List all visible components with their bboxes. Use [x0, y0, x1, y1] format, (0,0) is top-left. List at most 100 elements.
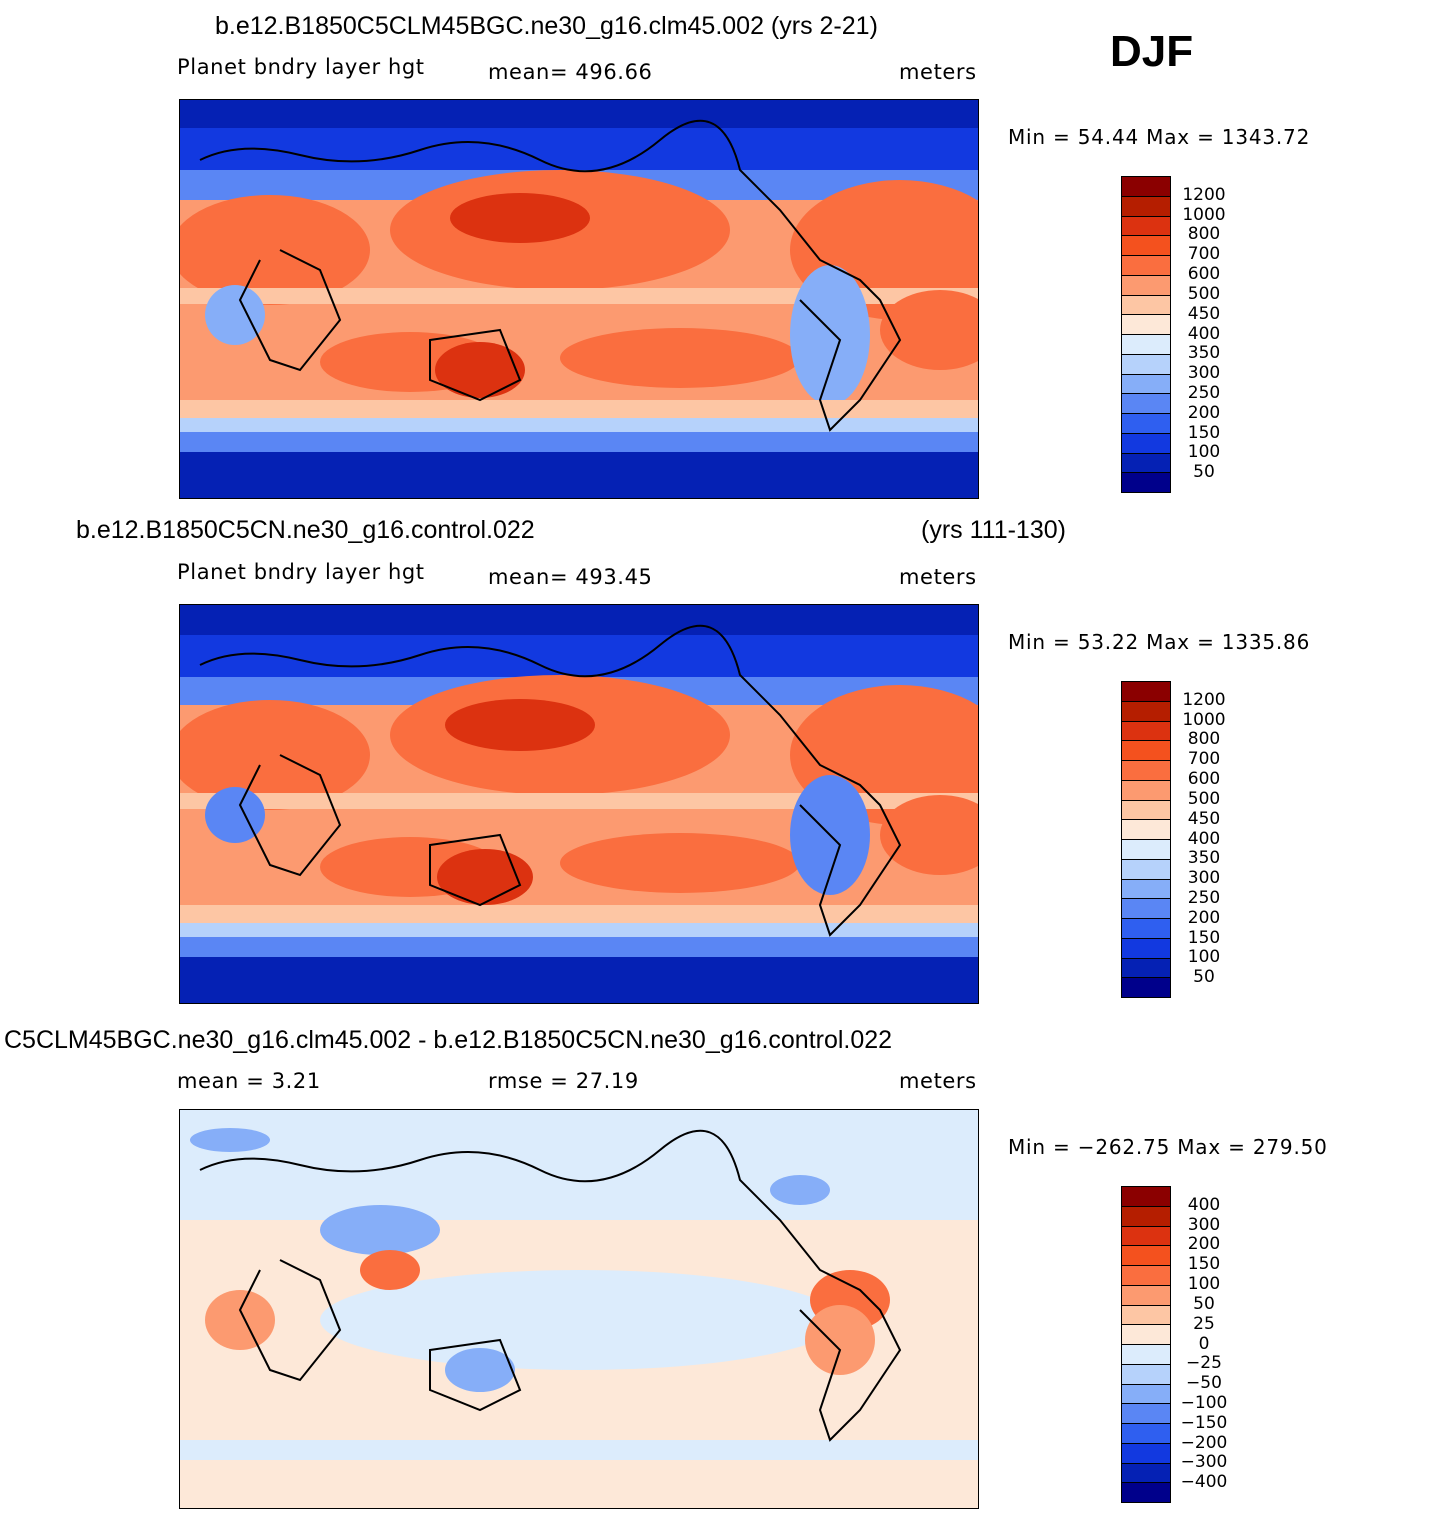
- colorbar-tick-label: −200: [1180, 1432, 1228, 1453]
- colorbar-tick-label: 350: [1187, 848, 1221, 869]
- panel-2-units-label: meters: [899, 565, 977, 589]
- panel-1-mean-label: mean= 496.66: [488, 60, 653, 84]
- colorbar-tick-label: 25: [1193, 1313, 1215, 1334]
- colorbar-tick-label: 500: [1187, 283, 1221, 304]
- colorbar-tick-label: 1200: [1182, 689, 1226, 710]
- colorbar-swatch: [1122, 879, 1170, 900]
- colorbar-swatch: [1122, 1404, 1170, 1424]
- colorbar-tick-label: 450: [1187, 808, 1221, 829]
- colorbar-swatch: [1122, 721, 1170, 742]
- colorbar-tick-label: 100: [1187, 947, 1221, 968]
- colorbar-swatch: [1122, 1424, 1170, 1444]
- colorbar-tick-label: −400: [1180, 1472, 1228, 1493]
- panel-3-mean-label: mean = 3.21: [177, 1069, 321, 1093]
- colorbar-swatch: [1122, 295, 1170, 316]
- colorbar-tick-label: 300: [1187, 363, 1221, 384]
- colorbar-swatch: [1122, 682, 1170, 702]
- colorbar-tick-label: 50: [1193, 462, 1215, 483]
- colorbar-tick-label: 450: [1187, 303, 1221, 324]
- colorbar-tick-label: 800: [1187, 224, 1221, 245]
- panel-2-colorbar: [1121, 681, 1171, 998]
- panel-1-map: [179, 99, 979, 499]
- colorbar-swatch: [1122, 1246, 1170, 1266]
- colorbar-tick-label: 100: [1187, 442, 1221, 463]
- colorbar-swatch: [1122, 1266, 1170, 1286]
- panel-1-colorbar: [1121, 176, 1171, 493]
- panel-3-title: C5CLM45BGC.ne30_g16.clm45.002 - b.e12.B1…: [4, 1026, 893, 1054]
- colorbar-tick-label: 600: [1187, 769, 1221, 790]
- colorbar-swatch: [1122, 958, 1170, 979]
- colorbar-swatch: [1122, 1463, 1170, 1484]
- colorbar-tick-label: −150: [1180, 1412, 1228, 1433]
- colorbar-tick-label: 50: [1193, 1293, 1215, 1314]
- colorbar-tick-label: 50: [1193, 967, 1215, 988]
- colorbar-tick-label: 300: [1187, 1214, 1221, 1235]
- colorbar-tick-label: 100: [1187, 1274, 1221, 1295]
- colorbar-swatch: [1122, 1285, 1170, 1306]
- colorbar-tick-label: −25: [1186, 1353, 1222, 1374]
- panel-1-minmax: Min = 54.44 Max = 1343.72: [1008, 125, 1311, 149]
- panel-2-map-field: [180, 605, 978, 1003]
- colorbar-swatch: [1122, 354, 1170, 375]
- colorbar-swatch: [1122, 859, 1170, 880]
- colorbar-tick-label: 400: [1187, 828, 1221, 849]
- colorbar-tick-label: 150: [1187, 1254, 1221, 1275]
- colorbar-tick-label: 400: [1187, 1194, 1221, 1215]
- colorbar-swatch: [1122, 256, 1170, 276]
- season-label: DJF: [1110, 27, 1194, 76]
- panel-3-minmax: Min = −262.75 Max = 279.50: [1008, 1135, 1328, 1159]
- colorbar-tick-label: 250: [1187, 382, 1221, 403]
- colorbar-swatch: [1122, 899, 1170, 919]
- colorbar-swatch: [1122, 761, 1170, 781]
- colorbar-swatch: [1122, 1345, 1170, 1365]
- colorbar-swatch: [1122, 196, 1170, 217]
- colorbar-swatch: [1122, 1305, 1170, 1326]
- colorbar-tick-label: 600: [1187, 264, 1221, 285]
- colorbar-tick-label: −100: [1180, 1392, 1228, 1413]
- panel-1-title: b.e12.B1850C5CLM45BGC.ne30_g16.clm45.002…: [215, 12, 878, 40]
- panel-3-rmse-label: rmse = 27.19: [488, 1069, 639, 1093]
- colorbar-swatch: [1122, 919, 1170, 939]
- colorbar-tick-label: 400: [1187, 323, 1221, 344]
- colorbar-tick-label: 700: [1187, 244, 1221, 265]
- colorbar-tick-label: 250: [1187, 887, 1221, 908]
- colorbar-swatch: [1122, 275, 1170, 296]
- panel-1-units-label: meters: [899, 60, 977, 84]
- panel-3-map-field: [180, 1110, 978, 1508]
- panel-1-map-field: [180, 100, 978, 498]
- colorbar-swatch: [1122, 978, 1170, 997]
- colorbar-tick-label: 200: [1187, 907, 1221, 928]
- colorbar-tick-label: 200: [1187, 402, 1221, 423]
- panel-2-map: [179, 604, 979, 1004]
- colorbar-swatch: [1122, 938, 1170, 959]
- colorbar-tick-label: 1000: [1182, 709, 1226, 730]
- colorbar-swatch: [1122, 177, 1170, 197]
- colorbar-swatch: [1122, 1226, 1170, 1247]
- colorbar-swatch: [1122, 800, 1170, 821]
- colorbar-swatch: [1122, 453, 1170, 474]
- colorbar-swatch: [1122, 840, 1170, 860]
- colorbar-swatch: [1122, 414, 1170, 434]
- colorbar-swatch: [1122, 1384, 1170, 1405]
- colorbar-swatch: [1122, 1364, 1170, 1385]
- panel-2-mean-label: mean= 493.45: [488, 565, 653, 589]
- colorbar-tick-label: 500: [1187, 788, 1221, 809]
- colorbar-tick-label: 1000: [1182, 204, 1226, 225]
- colorbar-tick-label: −300: [1180, 1452, 1228, 1473]
- colorbar-tick-label: 800: [1187, 729, 1221, 750]
- colorbar-swatch: [1122, 335, 1170, 355]
- colorbar-swatch: [1122, 1443, 1170, 1464]
- panel-3-map: [179, 1109, 979, 1509]
- panel-3-colorbar: [1121, 1186, 1171, 1503]
- panel-2-title: b.e12.B1850C5CN.ne30_g16.control.022: [76, 516, 535, 544]
- colorbar-swatch: [1122, 701, 1170, 722]
- panel-2-minmax: Min = 53.22 Max = 1335.86: [1008, 630, 1311, 654]
- colorbar-swatch: [1122, 236, 1170, 256]
- colorbar-swatch: [1122, 433, 1170, 454]
- colorbar-tick-label: 300: [1187, 868, 1221, 889]
- colorbar-swatch: [1122, 820, 1170, 840]
- colorbar-swatch: [1122, 374, 1170, 395]
- colorbar-tick-label: 1200: [1182, 184, 1226, 205]
- panel-1-variable-label: Planet bndry layer hgt: [177, 55, 425, 79]
- colorbar-swatch: [1122, 1206, 1170, 1227]
